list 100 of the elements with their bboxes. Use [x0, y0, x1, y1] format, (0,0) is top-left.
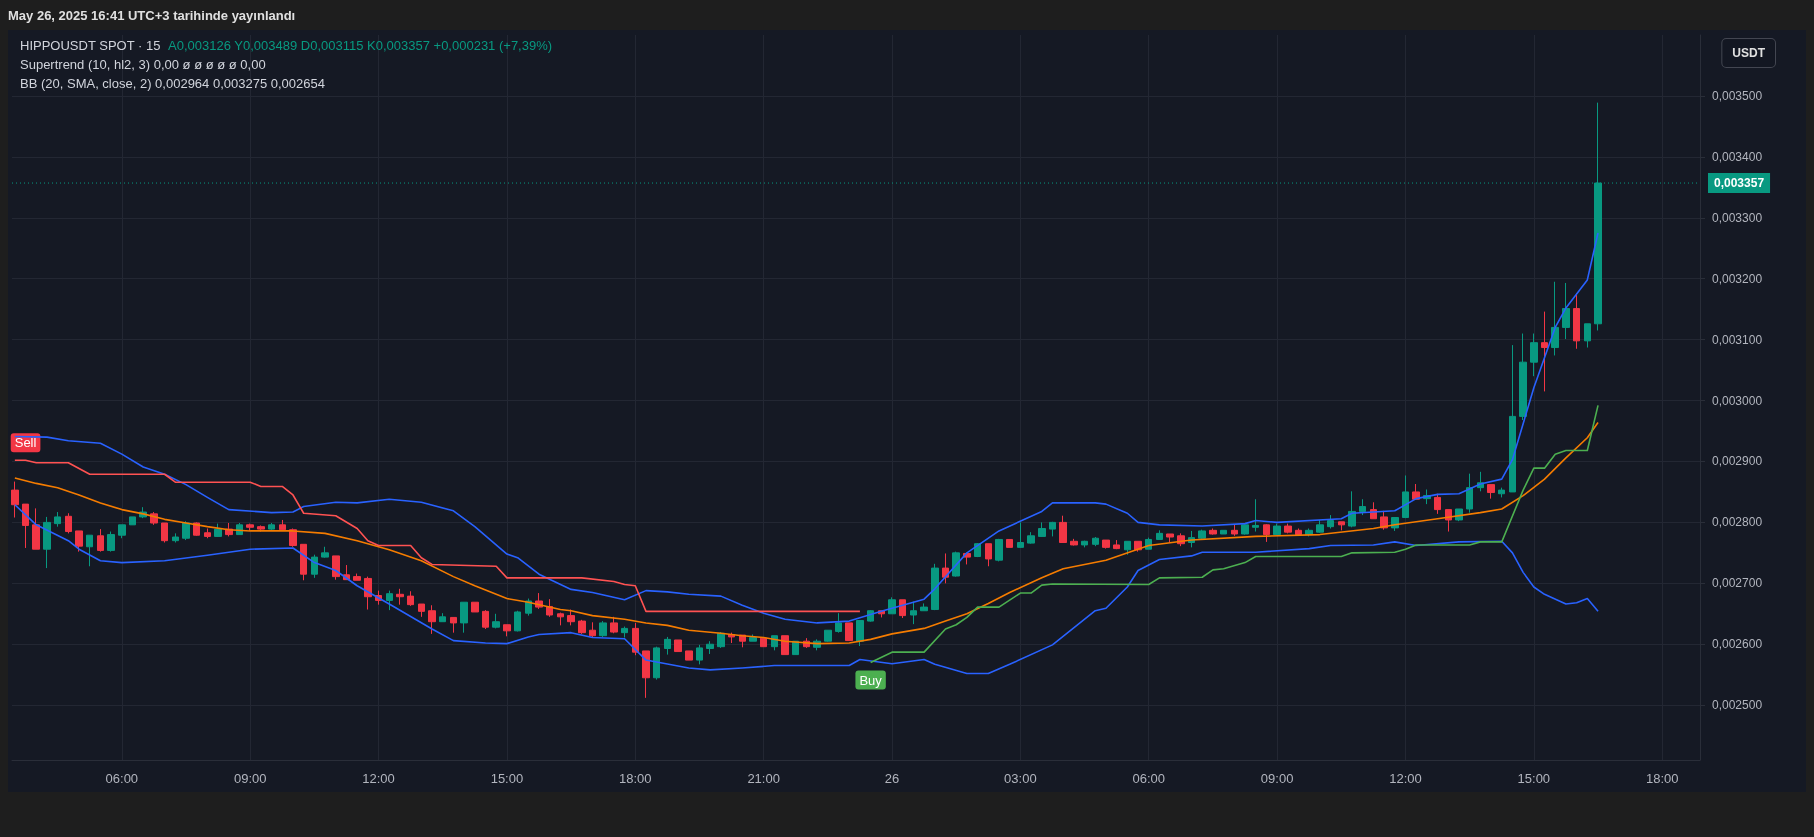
x-tick-label: 06:00 — [105, 771, 139, 786]
candlestick — [321, 546, 329, 559]
candlestick — [1113, 539, 1120, 550]
candlestick — [1241, 523, 1249, 536]
candlestick — [482, 609, 489, 630]
candlestick — [450, 616, 457, 634]
candlestick — [300, 543, 307, 581]
candlestick — [589, 621, 596, 638]
annotation: Sell — [14, 435, 37, 451]
y-tick-label: 0,002900 — [1712, 454, 1763, 469]
candlestick — [696, 644, 703, 665]
candlestick — [1059, 515, 1067, 543]
y-tick-label: 0,003200 — [1712, 271, 1763, 286]
text: May 26, 2025 16:41 UTC+3 tarihinde yayınlandı — [8, 8, 296, 23]
candlestick — [97, 528, 104, 553]
candlestick — [1551, 281, 1559, 356]
y-tick-label: 0,002500 — [1712, 698, 1763, 713]
candlestick — [1487, 484, 1495, 500]
candlestick — [514, 610, 521, 632]
candlestick — [1102, 539, 1110, 550]
candlestick — [1231, 524, 1238, 537]
candlestick — [674, 639, 682, 653]
candlestick — [65, 512, 72, 534]
candlestick — [1070, 538, 1078, 547]
candlestick — [1530, 333, 1538, 377]
candlestick — [268, 522, 275, 532]
candlestick — [257, 524, 265, 533]
candlestick — [1166, 533, 1174, 543]
candlestick — [1252, 498, 1259, 533]
candlestick — [492, 613, 500, 629]
candlestick — [172, 532, 179, 543]
candlestick — [781, 635, 789, 656]
x-tick-label: 15:00 — [1517, 771, 1551, 786]
x-tick-label: 09:00 — [233, 771, 267, 786]
candlestick — [22, 503, 29, 549]
candlestick — [311, 554, 318, 579]
candlestick — [599, 620, 607, 638]
candlestick — [706, 640, 714, 655]
candlestick — [75, 530, 83, 553]
x-tick-label: 03:00 — [1004, 771, 1037, 786]
candlestick — [931, 563, 939, 611]
candlestick — [161, 522, 168, 543]
candlestick — [685, 650, 693, 661]
candlestick — [1124, 540, 1131, 556]
line-series — [14, 421, 1599, 645]
candlestick — [835, 612, 842, 634]
candlestick — [1434, 493, 1441, 515]
annotation: Buy — [859, 672, 883, 688]
candlestick — [653, 646, 660, 681]
candlestick — [910, 601, 917, 625]
candlestick — [1327, 514, 1334, 529]
y-tick-label: 0,002700 — [1712, 576, 1763, 591]
candlestick — [824, 629, 832, 643]
y-tick-label: 0,003400 — [1712, 149, 1763, 164]
candlestick — [1584, 323, 1591, 349]
candlestick — [1573, 292, 1580, 350]
line-series — [869, 404, 1599, 664]
candlestick — [32, 507, 40, 550]
candlestick — [43, 516, 51, 569]
candlestick — [1348, 490, 1356, 528]
candlestick — [1198, 529, 1206, 540]
candlestick — [1273, 523, 1281, 536]
candlestick — [717, 631, 725, 649]
candlestick — [1519, 333, 1527, 421]
candlestick — [332, 555, 340, 581]
candlestick — [107, 531, 115, 553]
candlestick — [1017, 521, 1024, 549]
candlestick — [1466, 473, 1473, 514]
annotation: Supertrend (10, hl2, 3) 0,00 ø ø ø ø ø 0,00 — [20, 57, 266, 72]
candlestick — [54, 511, 61, 528]
candlestick — [1359, 498, 1366, 516]
candlestick — [364, 576, 372, 611]
candlestick — [1562, 282, 1570, 340]
y-tick-label: 0,002600 — [1712, 637, 1763, 652]
candlestick — [439, 612, 446, 623]
candlestick — [279, 519, 286, 532]
line-series — [14, 503, 1599, 675]
candlestick — [407, 590, 414, 607]
x-tick-label: 15:00 — [490, 771, 524, 786]
candlestick — [920, 602, 928, 612]
y-tick-label: 0,003000 — [1712, 393, 1763, 408]
candlestick — [557, 612, 564, 626]
candlestick — [1081, 540, 1088, 548]
x-tick-label: 12:00 — [1389, 771, 1422, 786]
y-tick-label: 0,003300 — [1712, 210, 1763, 225]
x-tick-label: 18:00 — [1645, 771, 1679, 786]
candlestick — [963, 552, 971, 565]
candlestick — [856, 619, 864, 647]
candlestick — [353, 573, 361, 581]
candlestick — [1284, 523, 1292, 534]
candlestick — [1498, 487, 1505, 498]
candlestick — [1049, 521, 1056, 537]
candlestick — [503, 624, 511, 637]
candlestick — [1092, 536, 1099, 547]
ref-line-label: 0,003357 — [1714, 176, 1765, 191]
candlestick — [1220, 529, 1227, 535]
candlestick — [428, 604, 436, 635]
candlestick — [1209, 527, 1217, 536]
annotation: A0,003126 Y0,003489 D0,003115 K0,003357 +0,000231 (+7,39%) — [168, 38, 553, 53]
candlestick — [1338, 521, 1345, 531]
